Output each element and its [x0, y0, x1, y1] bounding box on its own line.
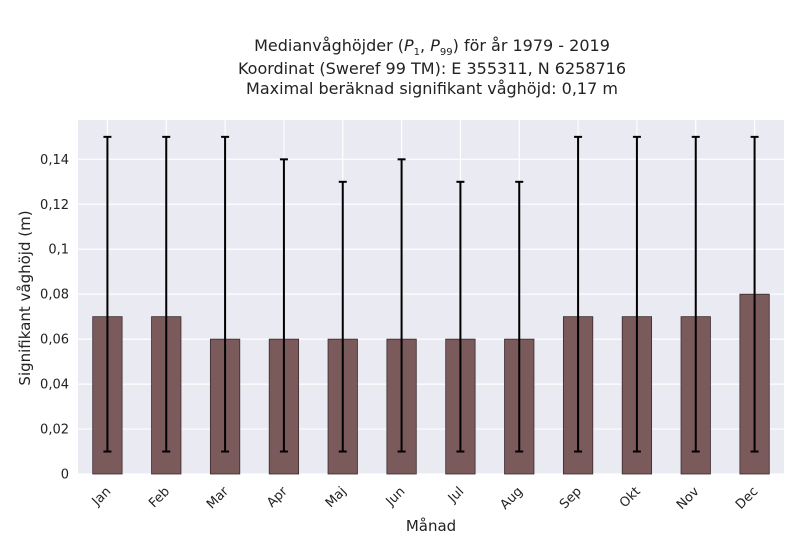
y-tick-label: 0,04 — [40, 378, 69, 393]
chart-title-separator: , — [420, 36, 430, 55]
x-axis-label: Månad — [406, 517, 456, 535]
x-tick-label: Apr — [264, 484, 291, 511]
error-bar-jan — [103, 135, 112, 453]
x-tick-labels: Jan Feb Mar Apr Maj Jun Jul Aug Sep Okt Nov Dec — [89, 484, 762, 513]
error-bar-okt — [632, 135, 641, 453]
chart-title-prefix: Medianvåghöjder ( — [254, 36, 404, 55]
error-bars — [103, 135, 759, 453]
error-bar-jun — [397, 158, 406, 453]
chart-title-suffix: ) för år 1979 - 2019 — [453, 36, 610, 55]
chart-title-p-high-symbol: P — [430, 36, 440, 55]
error-bar-jul — [456, 180, 465, 453]
y-axis-label: Signifikant våghöjd (m) — [16, 210, 34, 385]
y-tick-label: 0 — [61, 468, 69, 483]
y-tick-label: 0,14 — [40, 153, 69, 168]
y-tick-label: 0,02 — [40, 423, 69, 438]
x-tick-label: Maj — [323, 484, 350, 511]
y-tick-label: 0,08 — [40, 288, 69, 303]
y-tick-label: 0,1 — [48, 243, 69, 258]
x-tick-label: Jan — [89, 484, 114, 509]
x-tick-label: Jul — [445, 484, 467, 506]
chart-title-p-high-subscript: 99 — [440, 47, 453, 58]
error-bar-mar — [221, 135, 230, 453]
chart-title-p-low-symbol: P — [404, 36, 414, 55]
plot-area-background — [78, 120, 784, 474]
x-tick-label: Sep — [557, 484, 585, 512]
error-bar-dec — [750, 135, 759, 453]
error-bar-maj — [338, 180, 347, 453]
y-tick-label: 0,06 — [40, 333, 69, 348]
x-tick-label: Aug — [498, 484, 527, 513]
error-bar-nov — [691, 135, 700, 453]
x-tick-label: Jun — [383, 484, 409, 510]
error-bar-sep — [574, 135, 583, 453]
x-tick-label: Mar — [204, 484, 232, 512]
chart-title-p-low-subscript: 1 — [414, 47, 420, 58]
y-tick-labels: 0 0,02 0,04 0,06 0,08 0,1 0,12 0,14 — [40, 153, 69, 483]
error-bar-apr — [279, 158, 288, 453]
y-gridlines — [78, 158, 784, 475]
x-tick-label: Feb — [146, 484, 173, 511]
y-tick-label: 0,12 — [40, 198, 69, 213]
chart-title-line-1: Medianvåghöjder (P1, P99) för år 1979 - … — [254, 36, 610, 58]
x-tick-label: Okt — [617, 484, 644, 511]
x-tick-label: Dec — [733, 484, 761, 512]
chart-title-line-3: Maximal beräknad signifikant våghöjd: 0,… — [246, 79, 618, 98]
chart-title-line-2: Koordinat (Sweref 99 TM): E 355311, N 62… — [238, 59, 626, 78]
error-bar-aug — [515, 180, 524, 453]
x-tick-label: Nov — [674, 484, 703, 513]
error-bar-feb — [162, 135, 171, 453]
